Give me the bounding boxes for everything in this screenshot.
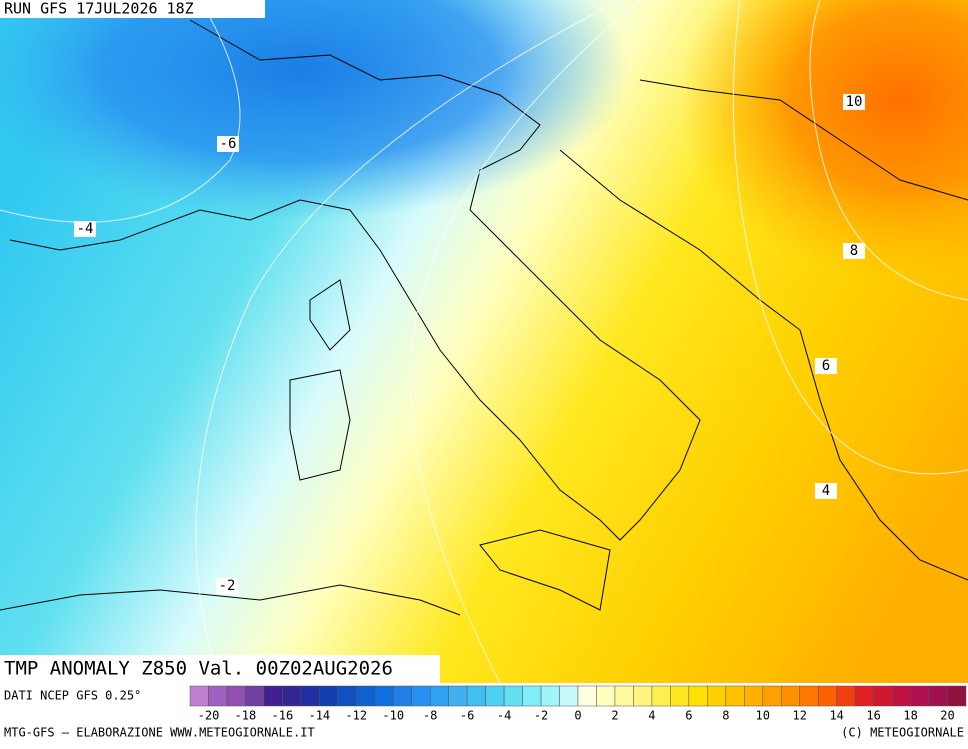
- contour-label-bg: [815, 483, 837, 499]
- contour-label: -4: [77, 221, 94, 237]
- data-source: DATI NCEP GFS 0.25°: [4, 689, 141, 703]
- credit-left: MTG-GFS — ELABORAZIONE WWW.METEOGIORNALE…: [4, 726, 315, 740]
- contour-label-bg: [74, 221, 96, 237]
- colorbar-swatch: [559, 685, 579, 707]
- colorbar-swatch: [744, 685, 764, 707]
- colorbar-label: 12: [792, 709, 806, 723]
- contour-label: 6: [822, 358, 830, 374]
- contour-label: -2: [219, 578, 236, 594]
- credit-right: (C) METEOGIORNALE: [841, 726, 964, 740]
- colorbar-swatch: [762, 685, 782, 707]
- colorbar-swatch: [651, 685, 671, 707]
- contour-label-bg: [843, 243, 865, 259]
- contour-label-bg: [217, 136, 239, 152]
- colorbar-label: -10: [382, 709, 404, 723]
- contour-label: -6: [220, 136, 237, 152]
- colorbar-label: -2: [534, 709, 548, 723]
- contour-label: 8: [850, 243, 858, 259]
- colorbar-swatch: [485, 685, 505, 707]
- colorbar-label: 6: [685, 709, 692, 723]
- colorbar-swatch: [374, 685, 394, 707]
- colorbar-swatch: [263, 685, 283, 707]
- contour-label: 10: [846, 94, 863, 110]
- contour-label-bg: [843, 94, 865, 110]
- colorbar-label: -16: [272, 709, 294, 723]
- colorbar-label: -4: [497, 709, 511, 723]
- colorbar-swatch: [300, 685, 320, 707]
- colorbar-label: 4: [648, 709, 655, 723]
- colorbar-label: -14: [308, 709, 330, 723]
- map-title: TMP ANOMALY Z850 Val. 00Z02AUG2026: [4, 658, 393, 680]
- colorbar-label: 0: [574, 709, 581, 723]
- colorbar-swatch: [799, 685, 819, 707]
- colorbar-swatch: [411, 685, 431, 707]
- header-box: [0, 0, 265, 18]
- colorbar-swatch: [245, 685, 265, 707]
- colorbar-swatch: [577, 685, 597, 707]
- colorbar-swatch: [466, 685, 486, 707]
- colorbar-swatch: [337, 685, 357, 707]
- colorbar-swatch: [226, 685, 246, 707]
- colorbar-swatch: [910, 685, 930, 707]
- colorbar-swatch: [928, 685, 948, 707]
- colorbar-swatch: [836, 685, 856, 707]
- colorbar-swatch: [319, 685, 339, 707]
- title-box: [0, 655, 440, 683]
- colorbar-label: 16: [866, 709, 880, 723]
- run-label: RUN GFS 17JUL2026 18Z: [4, 0, 194, 18]
- map-field: [0, 0, 968, 684]
- colorbar-swatch: [891, 685, 911, 707]
- colorbar-swatch: [725, 685, 745, 707]
- colorbar-swatch: [873, 685, 893, 707]
- colorbar-swatch: [522, 685, 542, 707]
- contour-label-bg: [216, 578, 238, 594]
- colorbar-swatch: [817, 685, 837, 707]
- colorbar-swatch: [707, 685, 727, 707]
- colorbar-swatch: [670, 685, 690, 707]
- colorbar-swatch: [780, 685, 800, 707]
- colorbar-swatch: [633, 685, 653, 707]
- colorbar-label: -6: [460, 709, 474, 723]
- colorbar-swatch: [688, 685, 708, 707]
- colorbar-swatch: [208, 685, 228, 707]
- colorbar-label: -8: [423, 709, 437, 723]
- colorbar-swatch: [189, 685, 209, 707]
- colorbar-swatch: [356, 685, 376, 707]
- colorbar-label: -12: [345, 709, 367, 723]
- colorbar-swatch: [596, 685, 616, 707]
- colorbar-label: 8: [722, 709, 729, 723]
- colorbar-swatch: [392, 685, 412, 707]
- contour-label: 4: [822, 483, 830, 499]
- colorbar-label: 18: [903, 709, 917, 723]
- colorbar-swatch: [614, 685, 634, 707]
- colorbar-swatch: [282, 685, 302, 707]
- colorbar-swatch: [448, 685, 468, 707]
- contour-labels: -6 -4 -2 4 6 8 10: [74, 94, 865, 594]
- colorbar-label: 14: [829, 709, 843, 723]
- colorbar-label: 10: [756, 709, 770, 723]
- colorbar-label: -18: [235, 709, 257, 723]
- colorbar-swatch: [854, 685, 874, 707]
- colorbar-swatch: [540, 685, 560, 707]
- colorbar-swatch: [429, 685, 449, 707]
- contour-label-bg: [815, 358, 837, 374]
- colorbar: -20 -18 -16 -14 -12 -10 -8 -6 -4 -2 0 2 4 6 8 10 12 14 16 1…: [189, 685, 967, 723]
- colorbar-swatch: [947, 685, 967, 707]
- colorbar-label: 20: [940, 709, 954, 723]
- colorbar-label: 2: [611, 709, 618, 723]
- colorbar-label: -20: [198, 709, 220, 723]
- colorbar-swatch: [503, 685, 523, 707]
